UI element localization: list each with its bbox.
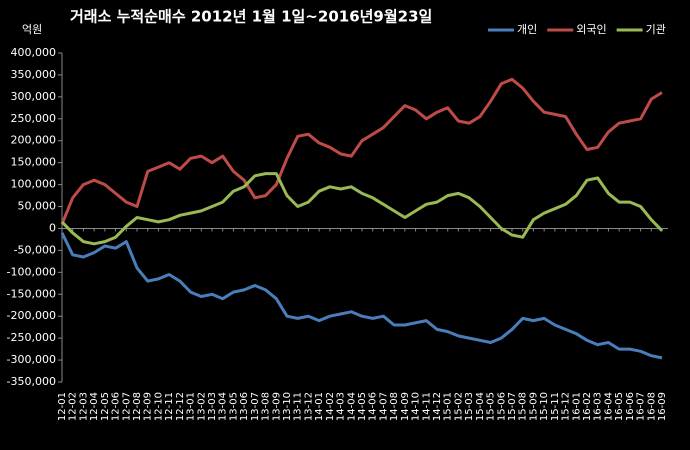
x-tick-label: 16-04 <box>603 392 614 421</box>
x-tick-label: 12-08 <box>132 392 143 421</box>
x-tick-label: 13-06 <box>239 392 250 421</box>
x-tick-label: 16-07 <box>636 392 647 421</box>
x-tick-label: 12-06 <box>111 392 122 421</box>
x-tick-label: 13-05 <box>228 392 239 421</box>
x-tick-label: 14-08 <box>389 392 400 421</box>
x-tick-label: 13-07 <box>250 392 261 421</box>
y-axis-label: 억원 <box>22 23 42 36</box>
y-tick-label: -150,000 <box>7 287 56 300</box>
x-tick-label: 16-05 <box>614 392 625 421</box>
y-tick-label: 50,000 <box>18 200 57 213</box>
x-tick-label: 15-01 <box>443 392 454 421</box>
x-tick-label: 16-08 <box>646 392 657 421</box>
y-tick-label: 200,000 <box>11 134 57 147</box>
x-tick-label: 15-07 <box>507 392 518 421</box>
x-tick-label: 13-08 <box>261 392 272 421</box>
x-tick-label: 16-02 <box>582 392 593 421</box>
x-tick-label: 15-11 <box>550 392 561 421</box>
x-tick-label: 13-12 <box>303 392 314 421</box>
y-tick-label: -50,000 <box>14 243 56 256</box>
y-tick-label: 350,000 <box>11 68 57 81</box>
x-tick-label: 16-03 <box>593 392 604 421</box>
x-tick-label: 15-09 <box>528 392 539 421</box>
series-line <box>60 172 664 246</box>
y-tick-label: 250,000 <box>11 112 57 125</box>
legend-label: 개인 <box>517 23 537 36</box>
x-tick-label: 12-12 <box>175 392 186 421</box>
x-tick-label: 15-06 <box>496 392 507 421</box>
x-tick-label: 13-01 <box>186 392 197 421</box>
x-tick-label: 15-12 <box>561 392 572 421</box>
x-tick-label: 12-09 <box>143 392 154 421</box>
x-tick-label: 12-03 <box>78 392 89 421</box>
legend-label: 기관 <box>646 23 666 36</box>
y-tick-label: -100,000 <box>7 265 56 278</box>
x-tick-label: 14-06 <box>368 392 379 421</box>
x-tick-label: 15-08 <box>518 392 529 421</box>
x-tick-label: 16-06 <box>625 392 636 421</box>
y-tick-label: 400,000 <box>11 46 57 59</box>
x-tick-label: 15-10 <box>539 392 550 421</box>
x-tick-label: 12-10 <box>153 392 164 421</box>
legend-label: 외국인 <box>576 23 606 36</box>
x-tick-label: 12-05 <box>100 392 111 421</box>
series-line <box>60 77 663 225</box>
x-tick-label: 13-09 <box>271 392 282 421</box>
x-tick-label: 12-04 <box>89 392 100 421</box>
x-tick-label: 14-07 <box>378 392 389 421</box>
y-tick-label: 0 <box>49 221 56 234</box>
y-tick-label: 300,000 <box>11 90 57 103</box>
x-tick-label: 14-10 <box>411 392 422 421</box>
y-tick-label: -300,000 <box>7 353 56 366</box>
x-tick-label: 14-04 <box>346 392 357 421</box>
x-tick-label: 14-09 <box>400 392 411 421</box>
x-tick-label: 13-03 <box>207 392 218 421</box>
y-tick-label: -350,000 <box>7 375 56 388</box>
x-tick-label: 12-11 <box>164 392 175 421</box>
x-tick-label: 15-04 <box>475 392 486 421</box>
x-tick-label: 12-07 <box>121 392 132 421</box>
x-tick-label: 14-12 <box>432 392 443 421</box>
series-line <box>60 232 663 360</box>
x-tick-label: 14-03 <box>336 392 347 421</box>
x-tick-label: 12-01 <box>57 392 68 421</box>
y-tick-label: 100,000 <box>11 178 57 191</box>
x-tick-label: 13-10 <box>282 392 293 421</box>
x-tick-label: 15-05 <box>486 392 497 421</box>
x-tick-label: 15-03 <box>464 392 475 421</box>
y-tick-label: 150,000 <box>11 156 57 169</box>
y-tick-label: -200,000 <box>7 309 56 322</box>
chart-title: 거래소 누적순매수 2012년 1월 1일~2016년9월23일 <box>70 8 432 26</box>
x-tick-label: 13-02 <box>196 392 207 421</box>
x-tick-label: 14-05 <box>357 392 368 421</box>
x-tick-label: 13-11 <box>293 392 304 421</box>
x-tick-label: 12-02 <box>68 392 79 421</box>
x-tick-label: 13-04 <box>218 392 229 421</box>
x-tick-label: 14-01 <box>314 392 325 421</box>
x-tick-label: 16-01 <box>571 392 582 421</box>
x-tick-label: 14-11 <box>421 392 432 421</box>
x-tick-label: 16-09 <box>657 392 668 421</box>
y-tick-label: -250,000 <box>7 331 56 344</box>
x-tick-label: 15-02 <box>453 392 464 421</box>
x-tick-label: 14-02 <box>325 392 336 421</box>
